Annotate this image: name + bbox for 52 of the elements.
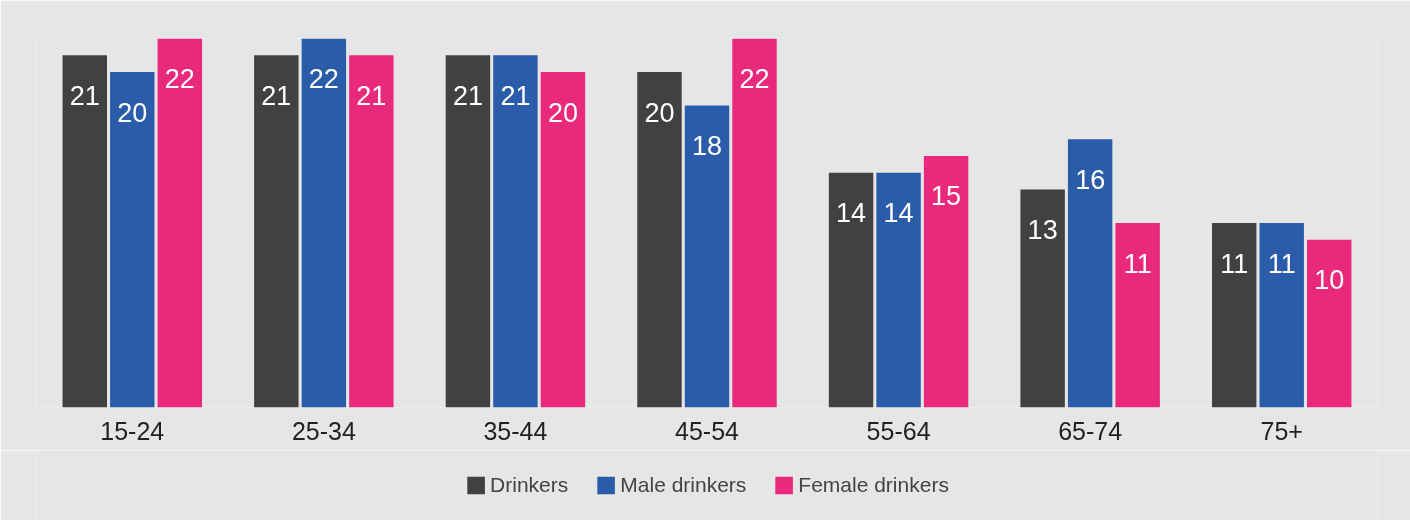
- data-label: 14: [836, 198, 867, 229]
- x-tick-label: 75+: [1260, 416, 1303, 445]
- data-label: 22: [164, 64, 195, 94]
- bar: [540, 72, 586, 408]
- x-tick-label: 35-44: [483, 416, 548, 445]
- x-tick-label: 15-24: [100, 416, 165, 445]
- data-label: 10: [1314, 265, 1345, 296]
- data-label: 21: [356, 80, 387, 111]
- bar: [110, 72, 155, 408]
- bar: [62, 55, 107, 408]
- x-tick-label: 45-54: [675, 416, 740, 445]
- bar: [637, 72, 682, 408]
- data-label: 13: [1027, 214, 1058, 245]
- data-label: 11: [1123, 248, 1152, 279]
- data-label: 21: [500, 80, 531, 111]
- bar: [923, 155, 969, 408]
- bar: [493, 55, 538, 408]
- bar: [1067, 139, 1113, 408]
- bar: [445, 55, 491, 408]
- data-label: 21: [261, 80, 292, 111]
- x-tick-label: 25-34: [291, 416, 356, 445]
- bar: [349, 55, 394, 408]
- data-label: 16: [1075, 164, 1106, 195]
- bar: [684, 105, 730, 408]
- legend-label: Male drinkers: [620, 473, 747, 497]
- bar: [876, 172, 921, 408]
- bar: [1211, 223, 1257, 408]
- data-label: 21: [452, 80, 483, 111]
- data-label: 21: [69, 80, 100, 111]
- x-tick-label: 65-74: [1058, 416, 1123, 445]
- data-label: 14: [883, 198, 914, 229]
- x-tick-label: 55-64: [866, 416, 931, 445]
- bar: [157, 38, 203, 408]
- data-label: 20: [547, 97, 578, 128]
- data-label: 22: [739, 64, 770, 94]
- legend-label: Drinkers: [490, 473, 569, 497]
- bar: [1115, 223, 1160, 408]
- bar: [1259, 223, 1304, 408]
- data-label: 15: [931, 181, 962, 212]
- bar: [254, 55, 299, 408]
- bar: [301, 38, 347, 408]
- data-label: 11: [1267, 248, 1296, 279]
- bar: [732, 38, 777, 408]
- data-label: 18: [691, 131, 723, 162]
- data-label: 20: [644, 97, 675, 128]
- data-label: 20: [117, 97, 148, 128]
- bar: [1020, 189, 1065, 408]
- bar: [828, 172, 874, 408]
- data-label: 22: [308, 64, 339, 94]
- data-label: 11: [1220, 248, 1249, 279]
- bar: [1307, 239, 1352, 408]
- legend-label: Female drinkers: [798, 473, 949, 497]
